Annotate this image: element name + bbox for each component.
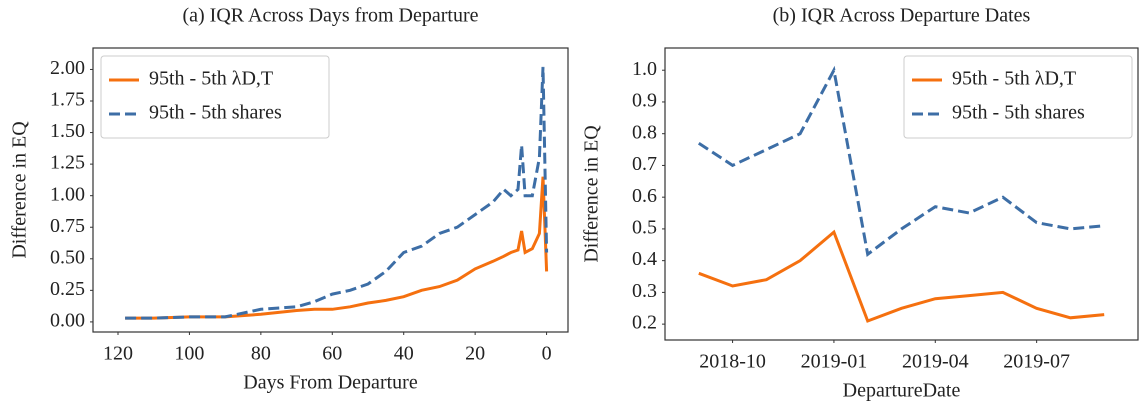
plot-frame — [92, 47, 569, 333]
y-tick-label: 1.50 — [50, 120, 85, 142]
legend-box — [903, 55, 1133, 139]
y-tick-label: 0.5 — [632, 217, 657, 239]
y-tick-label: 0.50 — [50, 246, 85, 268]
data-line — [125, 66, 549, 320]
x-tick-label: 2019-01 — [801, 351, 868, 373]
y-tick-label: 0.6 — [632, 185, 657, 207]
x-tick-label: 120 — [103, 343, 133, 365]
data-line — [698, 229, 1105, 323]
x-tick-label: 40 — [394, 343, 414, 365]
y-tick-label: 1.00 — [50, 183, 85, 205]
data-line — [125, 176, 549, 320]
y-tick-label: 1.25 — [50, 152, 85, 174]
x-tick-label: 60 — [322, 343, 342, 365]
y-tick-label: 2.00 — [50, 57, 85, 79]
legend-label: 95th - 5th shares — [149, 102, 282, 124]
y-tick-label: 0.25 — [50, 278, 85, 300]
y-tick-label: 0.00 — [50, 309, 85, 331]
x-tick-label: 2019-07 — [1003, 351, 1070, 373]
y-tick-label: 0.3 — [632, 280, 657, 302]
legend-box — [100, 55, 330, 139]
x-axis-label: DepartureDate — [843, 380, 961, 402]
y-tick-label: 0.8 — [632, 121, 657, 143]
data-line — [697, 65, 1105, 257]
plot-frame — [664, 47, 1139, 341]
x-tick-label: 2018-10 — [699, 351, 766, 373]
x-axis-label: Days From Departure — [243, 372, 418, 394]
y-tick-label: 0.2 — [632, 312, 657, 334]
x-tick-label: 20 — [465, 343, 485, 365]
y-tick-label: 0.9 — [632, 90, 657, 112]
chart-title: (b) IQR Across Departure Dates — [773, 5, 1031, 27]
legend-label: 95th - 5th λD,T — [149, 68, 273, 90]
legend-label: 95th - 5th shares — [952, 102, 1085, 124]
y-tick-label: 0.7 — [632, 153, 657, 175]
y-tick-label: 0.4 — [632, 248, 657, 270]
x-tick-label: 100 — [174, 343, 204, 365]
y-axis-label: Difference in EQ — [9, 121, 31, 259]
y-tick-label: 1.75 — [50, 89, 85, 111]
y-tick-label: 1.0 — [632, 58, 657, 80]
legend-label: 95th - 5th λD,T — [952, 68, 1076, 90]
x-tick-label: 80 — [251, 343, 271, 365]
y-tick-label: 0.75 — [50, 215, 85, 237]
y-axis-label: Difference in EQ — [581, 125, 603, 263]
chart-title: (a) IQR Across Days from Departure — [182, 5, 478, 27]
x-tick-label: 0 — [542, 343, 552, 365]
x-tick-label: 2019-04 — [902, 351, 969, 373]
